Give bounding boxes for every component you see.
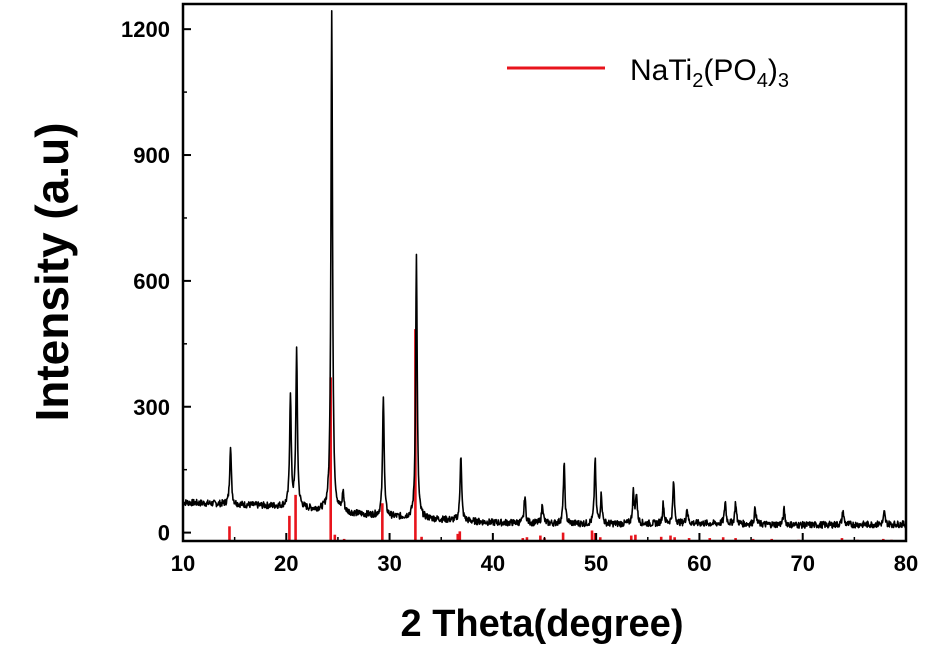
y-tick-label: 900 xyxy=(133,143,170,168)
y-axis-title: Intensity (a.u) xyxy=(26,122,78,421)
y-tick-label: 1200 xyxy=(121,17,170,42)
x-tick-label: 10 xyxy=(171,551,195,576)
legend-label-subscript: 4 xyxy=(757,70,768,92)
y-axis: 0 300 600 900 1200 xyxy=(121,17,191,546)
x-tick-label: 30 xyxy=(377,551,401,576)
x-tick-label: 20 xyxy=(274,551,298,576)
legend-label-part: (PO xyxy=(703,54,756,87)
x-tick-label: 80 xyxy=(894,551,918,576)
legend-label-subscript: 2 xyxy=(692,70,703,92)
legend-label-part: NaTi xyxy=(630,54,692,87)
legend-label-part: ) xyxy=(768,54,778,87)
xrd-pattern-line xyxy=(183,9,906,529)
legend: NaTi2(PO4)3 xyxy=(507,54,789,92)
x-tick-label: 60 xyxy=(687,551,711,576)
y-tick-label: 600 xyxy=(133,269,170,294)
x-tick-label: 50 xyxy=(584,551,608,576)
x-axis: 10 20 30 40 50 60 70 80 xyxy=(171,533,918,576)
x-axis-title: 2 Theta(degree) xyxy=(401,603,684,645)
y-tick-label: 300 xyxy=(133,395,170,420)
x-tick-label: 70 xyxy=(790,551,814,576)
legend-label: NaTi2(PO4)3 xyxy=(630,54,789,92)
x-tick-label: 40 xyxy=(481,551,505,576)
y-tick-label: 0 xyxy=(158,521,170,546)
legend-label-subscript: 3 xyxy=(778,70,789,92)
